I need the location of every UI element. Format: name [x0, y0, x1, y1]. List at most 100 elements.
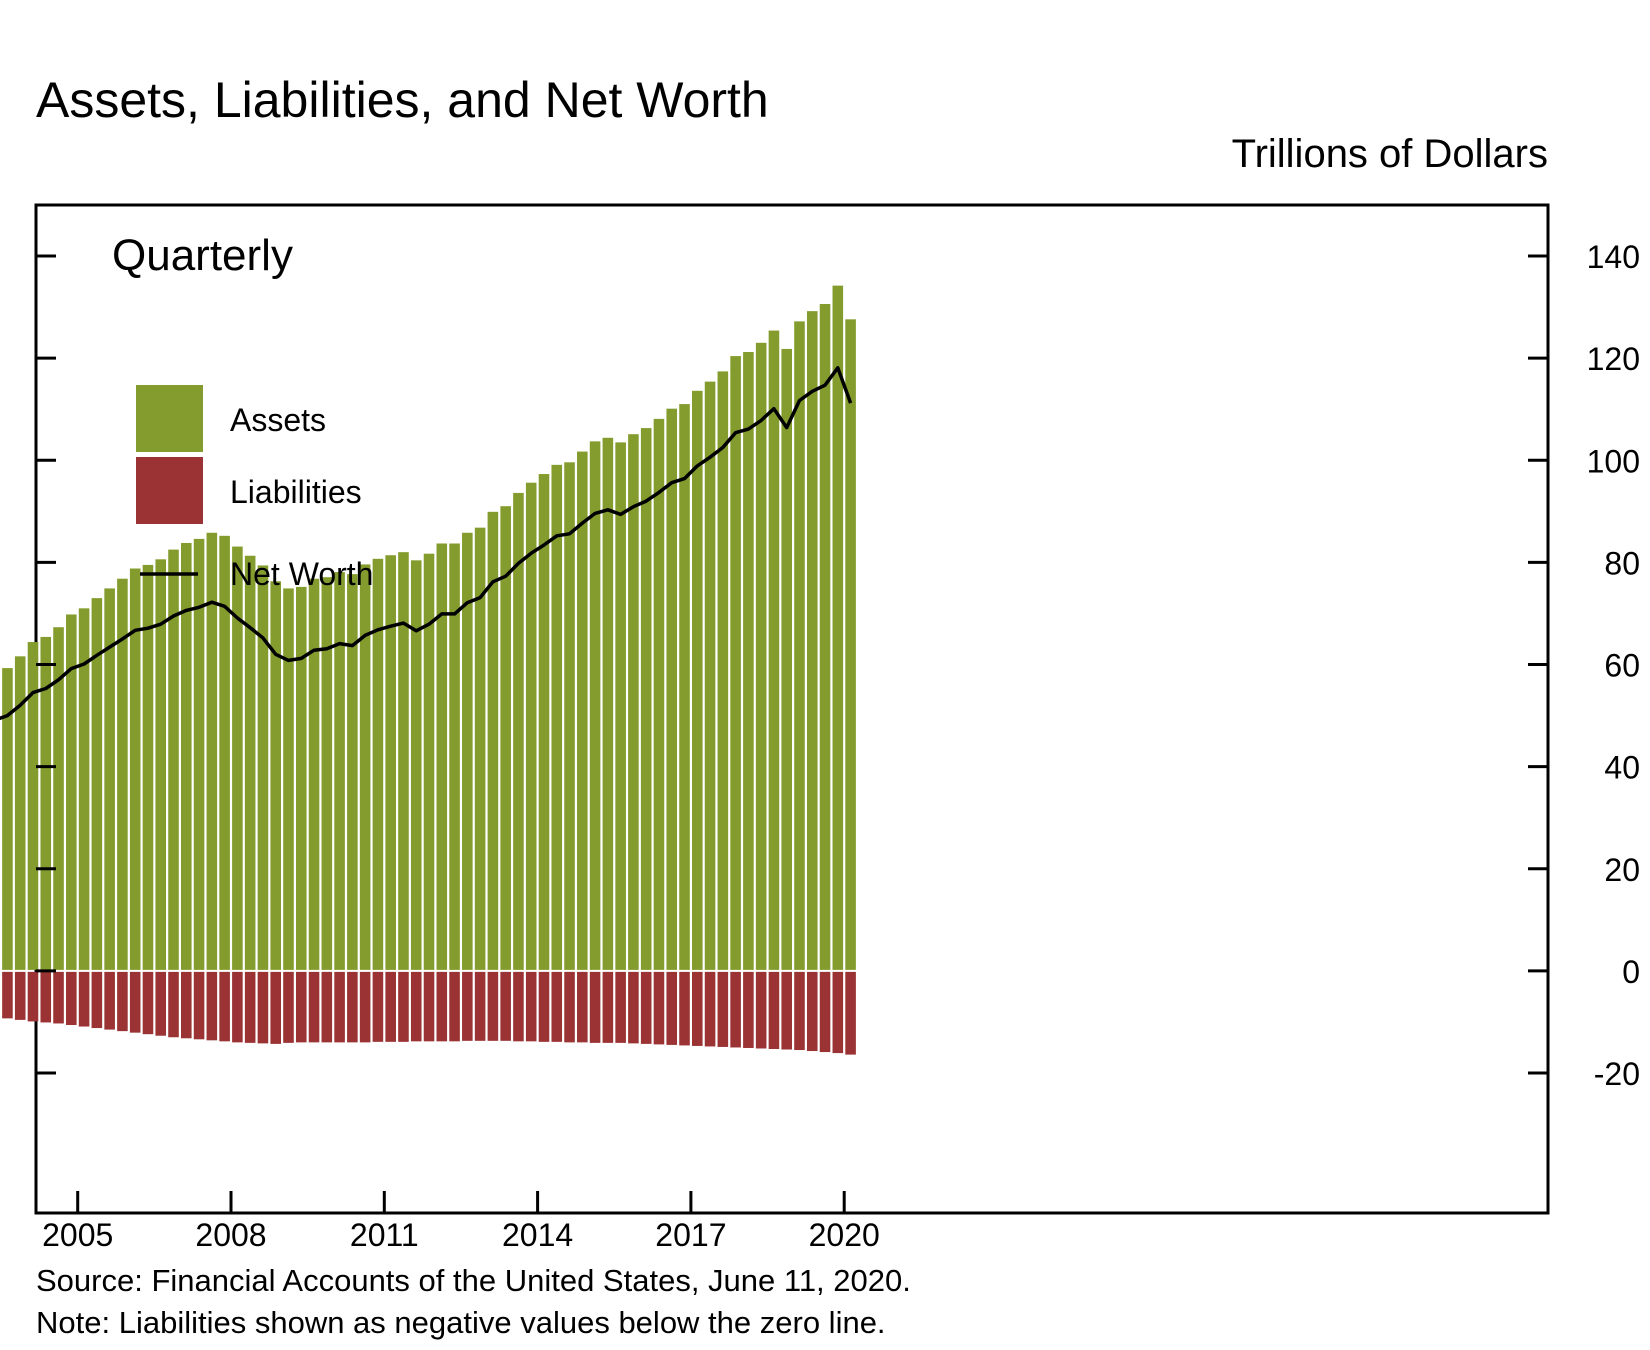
liabilities-bar: [487, 971, 499, 1041]
liabilities-bar: [640, 971, 652, 1044]
assets-bar: [117, 578, 128, 970]
assets-bar: [513, 492, 524, 970]
assets-bar: [193, 538, 205, 970]
y-tick-label: 40: [1604, 750, 1640, 786]
liabilities-bar: [525, 971, 537, 1042]
liabilities-bar: [743, 971, 754, 1048]
liabilities-bar: [244, 971, 256, 1043]
assets-bar: [628, 434, 639, 970]
assets-bar: [538, 474, 550, 970]
assets-bar: [321, 577, 333, 970]
liabilities-bar: [206, 971, 218, 1041]
assets-bar: [308, 578, 320, 970]
assets-bar: [462, 532, 473, 970]
liabilities-bar: [513, 971, 524, 1042]
y-tick-label: 80: [1604, 545, 1640, 581]
liabilities-bar: [104, 971, 115, 1030]
assets-bar: [142, 564, 154, 970]
liabilities-bar: [295, 971, 307, 1043]
assets-bar: [168, 549, 179, 970]
assets-bar: [602, 437, 614, 970]
assets-bar: [410, 560, 422, 970]
liabilities-bar: [538, 971, 550, 1042]
assets-bar: [551, 464, 563, 970]
axis-ticks: -200204060801001201402002200520082011201…: [36, 239, 1640, 1253]
assets-bar: [129, 568, 141, 970]
liabilities-bar: [730, 971, 741, 1048]
liabilities-bar: [14, 971, 26, 1020]
liabilities-bar: [270, 971, 281, 1044]
assets-bar: [474, 527, 486, 970]
assets-bar: [91, 598, 103, 970]
footnote: Note: Liabilities shown as negative valu…: [36, 1305, 886, 1340]
liabilities-bar: [334, 971, 345, 1043]
net-worth-line: [0, 366, 853, 721]
liabilities-bar: [589, 971, 601, 1043]
assets-bar: [615, 442, 626, 970]
assets-bar: [845, 319, 856, 970]
assets-bar: [449, 543, 460, 970]
assets-bar: [755, 342, 767, 970]
assets-bar: [155, 559, 167, 970]
liabilities-bar: [385, 971, 396, 1042]
liabilities-bar: [500, 971, 511, 1041]
liabilities-bar: [347, 971, 358, 1043]
liabilities-bar: [615, 971, 626, 1043]
assets-bar: [66, 614, 77, 970]
liabilities-bar: [666, 971, 678, 1045]
liabilities-bar: [819, 971, 831, 1053]
assets-bar: [385, 555, 396, 970]
x-tick-label: 2017: [655, 1217, 726, 1253]
legend-liabilities-label: Liabilities: [230, 474, 362, 510]
liabilities-bar: [423, 971, 435, 1042]
assets-bar: [500, 506, 511, 970]
liabilities-bar: [679, 971, 690, 1046]
assets-bar: [781, 348, 792, 970]
liabilities-bar: [602, 971, 614, 1043]
assets-bar: [692, 390, 703, 970]
assets-bar: [270, 581, 281, 970]
liabilities-bar: [117, 971, 128, 1032]
assets-bar: [640, 428, 652, 970]
x-tick-label: 2011: [350, 1217, 419, 1253]
assets-bar: [653, 418, 665, 970]
y-tick-label: -20: [1594, 1056, 1640, 1092]
liabilities-bar: [768, 971, 780, 1050]
liabilities-bar: [40, 971, 52, 1023]
liabilities-bar: [692, 971, 703, 1046]
assets-bar: [423, 553, 435, 970]
liabilities-bar: [704, 971, 716, 1047]
assets-bar: [704, 381, 716, 970]
assets-bar: [806, 311, 818, 970]
assets-bar: [334, 572, 345, 970]
assets-bar: [819, 303, 831, 970]
liabilities-bar: [398, 971, 409, 1042]
liabilities-bar: [181, 971, 192, 1039]
liabilities-bar: [551, 971, 563, 1042]
y-tick-label: 140: [1587, 239, 1640, 275]
legend-liabilities-swatch: [136, 457, 203, 524]
assets-bar: [219, 535, 230, 970]
liabilities-bar: [78, 971, 90, 1027]
liabilities-bar: [832, 971, 844, 1054]
liabilities-bar: [449, 971, 460, 1042]
y-tick-label: 120: [1587, 341, 1640, 377]
legend-assets-swatch: [136, 385, 203, 452]
assets-bar: [372, 558, 384, 970]
assets-bar: [40, 636, 52, 970]
x-tick-label: 2020: [809, 1217, 880, 1253]
legend-assets-label: Assets: [230, 402, 326, 438]
assets-bar: [295, 586, 307, 970]
assets-bar: [2, 668, 13, 970]
assets-bar: [232, 546, 243, 970]
x-tick-label: 2014: [502, 1217, 573, 1253]
assets-bar: [564, 462, 575, 970]
liabilities-bar: [53, 971, 64, 1024]
liabilities-bar: [653, 971, 665, 1045]
assets-bar: [679, 404, 690, 970]
liabilities-bar: [462, 971, 473, 1041]
liabilities-bar: [564, 971, 575, 1043]
y-tick-label: 20: [1604, 852, 1640, 888]
liabilities-bar: [66, 971, 77, 1026]
